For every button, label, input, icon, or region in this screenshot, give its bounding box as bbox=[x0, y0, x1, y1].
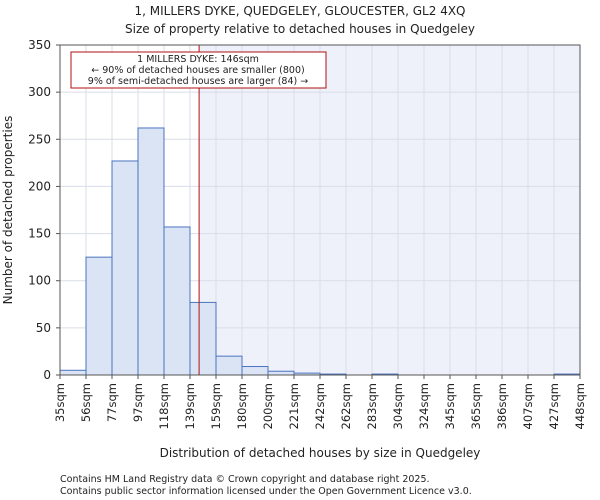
annotation-box: 1 MILLERS DYKE: 146sqm ← 90% of detached… bbox=[70, 51, 327, 89]
x-tick-label: 221sqm bbox=[287, 383, 301, 429]
y-tick-label: 350 bbox=[28, 38, 51, 52]
y-tick-label: 0 bbox=[43, 368, 51, 382]
histogram-bar bbox=[189, 301, 217, 376]
x-tick-label: 345sqm bbox=[443, 383, 457, 429]
histogram-bars bbox=[59, 127, 581, 376]
footer-line2: Contains public sector information licen… bbox=[60, 486, 472, 497]
x-tick-label: 262sqm bbox=[339, 383, 353, 429]
histogram-bar bbox=[111, 160, 139, 376]
x-tick-label: 180sqm bbox=[235, 383, 249, 429]
footer-line1: Contains HM Land Registry data © Crown c… bbox=[60, 474, 430, 485]
annotation-line2: ← 90% of detached houses are smaller (80… bbox=[91, 65, 304, 76]
annotation-line3: 9% of semi-detached houses are larger (8… bbox=[88, 76, 308, 87]
histogram-bar bbox=[59, 369, 87, 376]
histogram-bar bbox=[267, 370, 295, 376]
annotation-line1: 1 MILLERS DYKE: 146sqm bbox=[137, 54, 259, 65]
x-tick-label: 386sqm bbox=[495, 383, 509, 429]
x-tick-label: 97sqm bbox=[131, 383, 145, 422]
histogram-bar bbox=[215, 355, 243, 376]
histogram-bar bbox=[85, 256, 113, 376]
annotation-border bbox=[70, 51, 327, 89]
x-tick-label: 200sqm bbox=[261, 383, 275, 429]
x-tick-label: 407sqm bbox=[521, 383, 535, 429]
y-tick-label: 300 bbox=[28, 85, 51, 99]
x-tick-label: 56sqm bbox=[79, 383, 93, 422]
x-tick-label: 304sqm bbox=[391, 383, 405, 429]
y-tick-label: 150 bbox=[28, 227, 51, 241]
y-tick-label: 200 bbox=[28, 179, 51, 193]
chart-title-line1: 1, MILLERS DYKE, QUEDGELEY, GLOUCESTER, … bbox=[134, 4, 465, 18]
x-tick-label: 35sqm bbox=[53, 383, 67, 422]
plot-background bbox=[60, 45, 580, 375]
histogram-bar bbox=[137, 127, 165, 376]
histogram-bar bbox=[163, 226, 191, 376]
y-tick-label: 250 bbox=[28, 132, 51, 146]
y-tick-label: 100 bbox=[28, 274, 51, 288]
y-tick-label: 50 bbox=[36, 321, 51, 335]
x-tick-labels: 35sqm 56sqm 77sqm 97sqm 118sqm 139sqm 159sqm 18… bbox=[53, 375, 587, 429]
y-tick-labels: 0 50 100 150 200 250 300 350 bbox=[28, 38, 60, 382]
histogram-bar bbox=[241, 366, 269, 376]
x-tick-label: 242sqm bbox=[313, 383, 327, 429]
x-tick-label: 448sqm bbox=[573, 383, 587, 429]
x-tick-label: 139sqm bbox=[183, 383, 197, 429]
x-tick-label: 77sqm bbox=[105, 383, 119, 422]
x-tick-label: 118sqm bbox=[157, 383, 171, 429]
x-tick-label: 324sqm bbox=[417, 383, 431, 429]
x-axis-label: Distribution of detached houses by size … bbox=[160, 446, 481, 460]
plot-area-right bbox=[199, 45, 580, 375]
x-tick-label: 365sqm bbox=[469, 383, 483, 429]
chart-title-line2: Size of property relative to detached ho… bbox=[125, 22, 475, 36]
x-tick-label: 159sqm bbox=[209, 383, 223, 429]
x-tick-label: 283sqm bbox=[365, 383, 379, 429]
x-tick-label: 427sqm bbox=[547, 383, 561, 429]
y-axis-label: Number of detached properties bbox=[1, 116, 15, 305]
